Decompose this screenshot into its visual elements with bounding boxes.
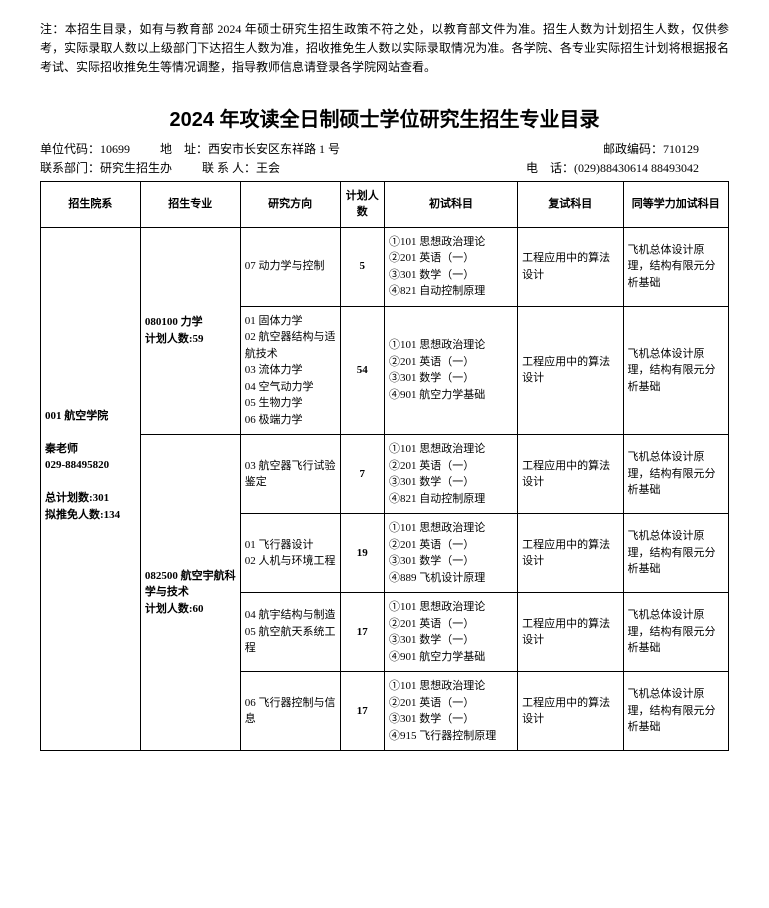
exam1-cell: ①101 思想政治理论②201 英语（一）③301 数学（一）④821 自动控制… xyxy=(384,435,517,514)
postcode: 邮政编码：710129 xyxy=(603,140,699,157)
direction-cell: 03 航空器飞行试验鉴定 xyxy=(240,435,340,514)
postcode-label: 邮政编码： xyxy=(603,142,663,156)
note-text: 注：本招生目录，如有与教育部 2024 年硕士研究生招生政策不符之处，以教育部文… xyxy=(40,20,729,78)
unit-code-value: 10699 xyxy=(100,142,130,156)
dept-rec-exempt: 拟推免人数:134 xyxy=(45,507,136,524)
dept-total-plan: 总计划数:301 xyxy=(45,490,136,507)
exam1-cell: ①101 思想政治理论②201 英语（一）③301 数学（一）④901 航空力学… xyxy=(384,306,517,435)
header-direction: 研究方向 xyxy=(240,181,340,227)
dept-teacher: 秦老师 xyxy=(45,441,136,458)
address-label: 地 址： xyxy=(160,142,208,156)
major-cell: 082500 航空宇航科学与技术 计划人数:60 xyxy=(140,435,240,751)
exam2-cell: 工程应用中的算法设计 xyxy=(518,514,623,593)
exam1-cell: ①101 思想政治理论②201 英语（一）③301 数学（一）④821 自动控制… xyxy=(384,227,517,306)
plan-cell: 5 xyxy=(340,227,384,306)
contact-dept: 联系部门：研究生招生办 xyxy=(40,159,172,176)
contact-person-value: 王会 xyxy=(256,161,280,175)
major1-plan: 计划人数:59 xyxy=(145,331,236,348)
direction-cell: 01 飞行器设计02 人机与环境工程 xyxy=(240,514,340,593)
direction-cell: 07 动力学与控制 xyxy=(240,227,340,306)
plan-cell: 19 xyxy=(340,514,384,593)
exam2-cell: 工程应用中的算法设计 xyxy=(518,435,623,514)
header-plan: 计划人数 xyxy=(340,181,384,227)
plan-cell: 7 xyxy=(340,435,384,514)
address-value: 西安市长安区东祥路 1 号 xyxy=(208,142,340,156)
direction-cell: 04 航宇结构与制造05 航空航天系统工程 xyxy=(240,593,340,672)
phone-label: 电 话： xyxy=(526,161,574,175)
table-row: 082500 航空宇航科学与技术 计划人数:60 03 航空器飞行试验鉴定 7 … xyxy=(41,435,729,514)
exam2-cell: 工程应用中的算法设计 xyxy=(518,593,623,672)
exam2-cell: 工程应用中的算法设计 xyxy=(518,227,623,306)
exam3-cell: 飞机总体设计原理，结构有限元分析基础 xyxy=(623,672,728,751)
info-row-1: 单位代码：10699 地 址：西安市长安区东祥路 1 号 邮政编码：710129 xyxy=(40,140,729,157)
admission-table: 招生院系 招生专业 研究方向 计划人数 初试科目 复试科目 同等学力加试科目 0… xyxy=(40,181,729,752)
dept-name: 001 航空学院 xyxy=(45,408,136,425)
page-title: 2024 年攻读全日制硕士学位研究生招生专业目录 xyxy=(40,103,729,132)
exam3-cell: 飞机总体设计原理，结构有限元分析基础 xyxy=(623,435,728,514)
header-exam1: 初试科目 xyxy=(384,181,517,227)
exam1-cell: ①101 思想政治理论②201 英语（一）③301 数学（一）④901 航空力学… xyxy=(384,593,517,672)
header-exam2: 复试科目 xyxy=(518,181,623,227)
direction-cell: 01 固体力学02 航空器结构与适航技术03 流体力学04 空气动力学05 生物… xyxy=(240,306,340,435)
table-row: 001 航空学院 秦老师 029-88495820 总计划数:301 拟推免人数… xyxy=(41,227,729,306)
unit-code-label: 单位代码： xyxy=(40,142,100,156)
dept-cell: 001 航空学院 秦老师 029-88495820 总计划数:301 拟推免人数… xyxy=(41,227,141,751)
plan-cell: 54 xyxy=(340,306,384,435)
address: 地 址：西安市长安区东祥路 1 号 xyxy=(160,140,573,157)
major2-plan: 计划人数:60 xyxy=(145,601,236,618)
contact-dept-label: 联系部门： xyxy=(40,161,100,175)
contact-person: 联 系 人：王会 xyxy=(202,159,496,176)
exam1-cell: ①101 思想政治理论②201 英语（一）③301 数学（一）④915 飞行器控… xyxy=(384,672,517,751)
exam3-cell: 飞机总体设计原理，结构有限元分析基础 xyxy=(623,227,728,306)
phone-value: (029)88430614 88493042 xyxy=(574,161,699,175)
unit-code: 单位代码：10699 xyxy=(40,140,130,157)
phone: 电 话：(029)88430614 88493042 xyxy=(526,159,699,176)
major-cell: 080100 力学 计划人数:59 xyxy=(140,227,240,435)
info-row-2: 联系部门：研究生招生办 联 系 人：王会 电 话：(029)88430614 8… xyxy=(40,159,729,176)
table-header-row: 招生院系 招生专业 研究方向 计划人数 初试科目 复试科目 同等学力加试科目 xyxy=(41,181,729,227)
exam1-cell: ①101 思想政治理论②201 英语（一）③301 数学（一）④889 飞机设计… xyxy=(384,514,517,593)
plan-cell: 17 xyxy=(340,672,384,751)
plan-cell: 17 xyxy=(340,593,384,672)
dept-phone: 029-88495820 xyxy=(45,457,136,474)
exam2-cell: 工程应用中的算法设计 xyxy=(518,672,623,751)
header-major: 招生专业 xyxy=(140,181,240,227)
postcode-value: 710129 xyxy=(663,142,699,156)
exam2-cell: 工程应用中的算法设计 xyxy=(518,306,623,435)
exam3-cell: 飞机总体设计原理，结构有限元分析基础 xyxy=(623,306,728,435)
header-dept: 招生院系 xyxy=(41,181,141,227)
major2-name: 082500 航空宇航科学与技术 xyxy=(145,568,236,601)
exam3-cell: 飞机总体设计原理，结构有限元分析基础 xyxy=(623,593,728,672)
header-exam3: 同等学力加试科目 xyxy=(623,181,728,227)
contact-dept-value: 研究生招生办 xyxy=(100,161,172,175)
direction-cell: 06 飞行器控制与信息 xyxy=(240,672,340,751)
major1-name: 080100 力学 xyxy=(145,314,236,331)
exam3-cell: 飞机总体设计原理，结构有限元分析基础 xyxy=(623,514,728,593)
contact-person-label: 联 系 人： xyxy=(202,161,256,175)
